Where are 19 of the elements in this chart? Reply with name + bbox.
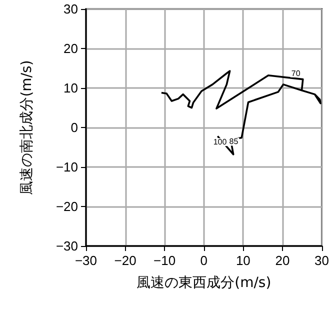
x-tick-label: 20 [275, 253, 290, 268]
y-tick-label: −20 [56, 199, 78, 214]
x-tick-label: −30 [74, 253, 98, 268]
y-tick-label: 20 [64, 41, 78, 56]
x-tick-label: −20 [114, 253, 136, 268]
x-tick-label: 10 [236, 253, 250, 268]
annotation: 100 [213, 138, 228, 147]
y-tick-label: 10 [64, 80, 78, 96]
y-tick-label: 0 [70, 120, 78, 135]
x-tick-label: 0 [200, 253, 208, 268]
x-tick-label: 30 [314, 253, 330, 268]
y-axis-title: 風速の南北成分(m/s) [19, 60, 35, 195]
annotation: 70 [291, 68, 301, 78]
annotation: 85 [229, 137, 239, 146]
y-tick-label: 30 [64, 2, 78, 16]
x-axis-title: 風速の東西成分(m/s) [136, 275, 272, 291]
y-tick-label: −10 [56, 160, 78, 174]
x-tick-label: −10 [154, 253, 176, 268]
y-tick-label: −30 [56, 238, 78, 254]
